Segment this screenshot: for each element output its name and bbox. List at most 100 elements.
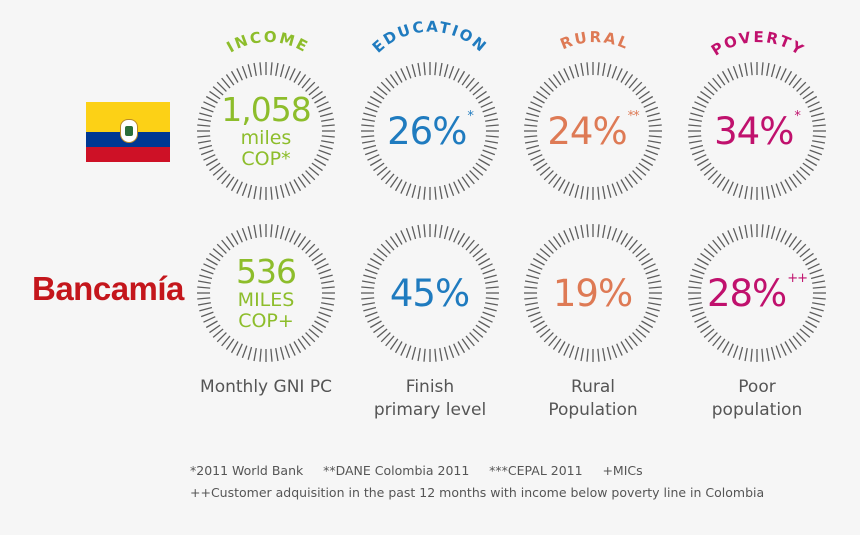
tick-mark [439, 186, 443, 200]
tick-mark [453, 230, 460, 243]
tick-mark [230, 179, 239, 192]
tick-mark [727, 343, 734, 356]
education-caption-line: primary level [373, 400, 487, 420]
education-caption: Finish primary level [350, 376, 510, 422]
tick-mark [275, 186, 279, 200]
tick-mark [624, 176, 634, 188]
tick-mark [301, 173, 311, 185]
tick-mark [361, 302, 375, 306]
tick-mark [364, 311, 378, 318]
tick-mark [732, 65, 739, 79]
tick-mark [478, 320, 491, 329]
tick-mark [780, 181, 787, 194]
tick-mark [363, 274, 377, 280]
tick-mark [557, 70, 566, 83]
tick-mark [548, 77, 558, 89]
tick-mark [807, 154, 820, 161]
tick-mark [580, 224, 584, 238]
tick-mark [552, 176, 562, 188]
tick-mark [284, 345, 291, 359]
education-bancamia-dial: 45% [359, 222, 501, 364]
tick-mark [423, 62, 426, 76]
tick-mark [319, 306, 333, 312]
tick-mark [279, 226, 285, 240]
tick-mark [524, 124, 538, 127]
tick-mark [216, 243, 227, 254]
tick-mark [696, 95, 709, 104]
tick-mark [400, 181, 407, 194]
tick-mark [439, 62, 443, 76]
tick-mark [443, 184, 449, 198]
tick-mark [200, 268, 214, 275]
tick-mark [586, 348, 589, 362]
tick-mark [574, 64, 580, 78]
tick-mark [289, 68, 296, 81]
tick-mark [796, 170, 807, 181]
tick-mark [527, 149, 541, 156]
tick-mark [586, 62, 589, 76]
tick-mark [691, 311, 705, 318]
tick-mark [812, 124, 826, 127]
tick-mark [727, 230, 734, 243]
tick-mark [700, 90, 712, 100]
tick-mark [405, 183, 412, 197]
tick-mark [308, 166, 320, 176]
tick-mark [809, 106, 823, 113]
tick-mark [597, 348, 600, 362]
tick-mark [483, 112, 497, 118]
poverty-colombia-note: * [794, 108, 800, 124]
tick-mark [308, 86, 320, 96]
tick-mark [216, 332, 227, 343]
tick-mark [485, 280, 499, 284]
tick-mark [586, 186, 589, 200]
tick-mark [361, 140, 375, 144]
tick-mark [690, 112, 704, 118]
tick-mark [643, 101, 656, 108]
income-bancamia-unit: MILES [237, 289, 295, 311]
tick-mark [225, 236, 235, 248]
tick-mark [241, 183, 248, 197]
tick-mark [620, 232, 629, 245]
income-caption-line: Monthly GNI PC [200, 377, 332, 397]
tick-mark [472, 86, 484, 96]
tick-mark [461, 74, 471, 86]
tick-mark [434, 186, 437, 200]
tick-mark [316, 316, 329, 323]
tick-mark [253, 224, 257, 238]
tick-mark [469, 170, 480, 181]
tick-mark [361, 135, 375, 138]
tick-mark [367, 101, 380, 108]
tick-mark [526, 112, 540, 118]
tick-mark [696, 320, 709, 329]
tick-mark [247, 64, 253, 78]
rural-colombia-value: 24% [547, 109, 627, 153]
tick-mark [532, 158, 545, 167]
tick-mark [721, 70, 730, 83]
tick-mark [530, 316, 543, 323]
tick-mark [770, 346, 776, 360]
tick-mark [385, 335, 395, 347]
tick-mark [810, 112, 824, 118]
tick-mark [700, 252, 712, 262]
tick-mark [241, 227, 248, 241]
tick-mark [568, 345, 575, 359]
tick-mark [394, 341, 403, 354]
tick-mark [485, 140, 499, 144]
tick-mark [373, 324, 385, 334]
rural-colombia-dial: 24%** [522, 60, 664, 202]
tick-mark [721, 232, 730, 245]
tick-mark [247, 346, 253, 360]
tick-mark [314, 257, 327, 266]
tick-mark [796, 243, 807, 254]
rural-caption-line: Population [548, 400, 638, 420]
tick-mark [318, 268, 332, 275]
tick-mark [688, 118, 702, 122]
tick-mark [308, 248, 320, 258]
tick-mark [799, 166, 811, 176]
tick-mark [624, 338, 634, 350]
tick-mark [469, 81, 480, 92]
tick-mark [247, 184, 253, 198]
tick-mark [620, 70, 629, 83]
tick-mark [643, 263, 656, 270]
income-bancamia-dial: 536 MILES COP+ [195, 222, 337, 364]
